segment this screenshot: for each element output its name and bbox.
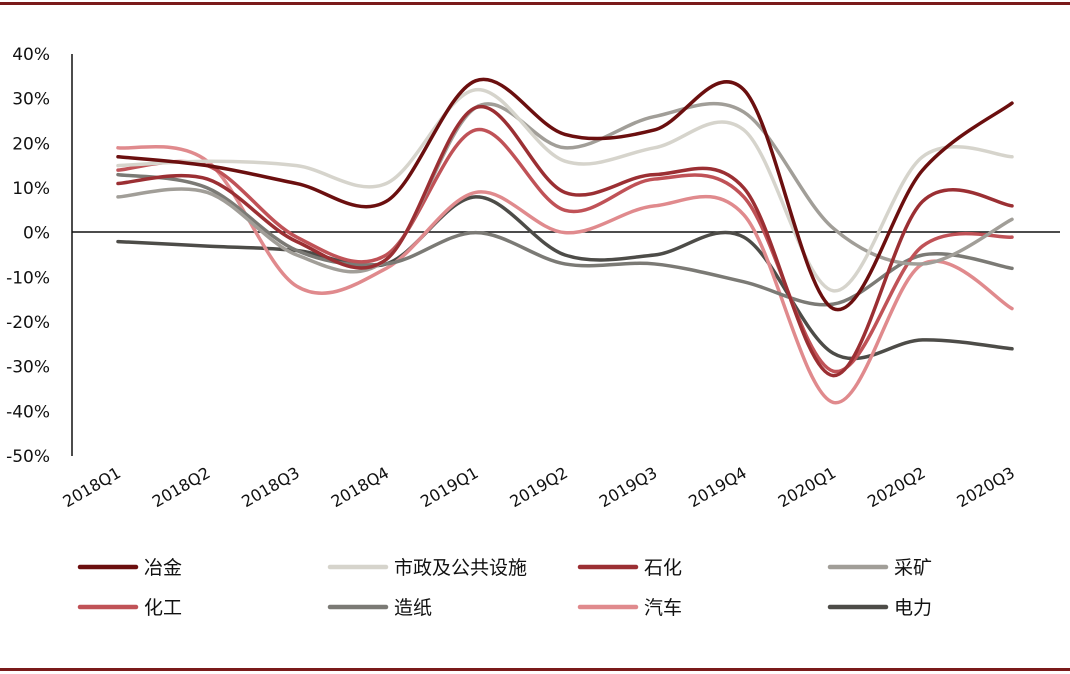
- x-tick-label: 2020Q2: [864, 463, 928, 511]
- x-tick-label: 2019Q3: [596, 463, 660, 511]
- y-tick-label: 0%: [23, 224, 50, 244]
- x-tick-label: 2019Q2: [507, 463, 571, 511]
- legend-label: 电力: [894, 597, 932, 619]
- y-tick-label: -20%: [6, 313, 50, 333]
- bottom-border: [0, 668, 1070, 671]
- legend-label: 化工: [144, 597, 182, 619]
- top-border: [0, 2, 1070, 5]
- legend-label: 汽车: [644, 597, 682, 619]
- y-tick-label: 40%: [12, 45, 50, 65]
- x-tick-label: 2018Q2: [149, 463, 213, 511]
- series-line: [116, 101, 1014, 274]
- y-tick-label: 30%: [12, 90, 50, 110]
- y-tick-label: 10%: [12, 179, 50, 199]
- series-line: [116, 144, 1014, 405]
- x-tick-label: 2020Q3: [954, 463, 1018, 511]
- y-tick-label: -10%: [6, 268, 50, 288]
- legend-label: 冶金: [144, 557, 182, 579]
- x-tick-label: 2019Q4: [685, 463, 749, 511]
- series-line: [116, 87, 1014, 293]
- x-tick-labels: 2018Q1 2018Q2 2018Q3 2018Q4 2019Q1 2019Q2 2019…: [60, 463, 1018, 511]
- x-tick-label: 2019Q1: [417, 463, 481, 511]
- y-tick-label: -30%: [6, 358, 50, 378]
- legend-label: 造纸: [394, 597, 432, 619]
- series-line: [116, 104, 1014, 378]
- legend-label: 石化: [644, 557, 682, 579]
- x-tick-label: 2020Q1: [775, 463, 839, 511]
- series-line: [116, 127, 1014, 373]
- x-tick-label: 2018Q3: [238, 463, 302, 511]
- x-tick-label: 2018Q1: [60, 463, 124, 511]
- y-tick-label: 20%: [12, 134, 50, 154]
- y-tick-label: -50%: [6, 447, 50, 467]
- series-lines: [116, 77, 1014, 405]
- legend-label: 采矿: [894, 557, 932, 579]
- series-line: [116, 77, 1014, 312]
- legend-label: 市政及公共设施: [394, 557, 527, 579]
- x-tick-label: 2018Q4: [328, 463, 392, 511]
- y-tick-labels: -50% -40% -30% -20% -10% 0% 10% 20% 30% 40%: [6, 45, 50, 467]
- y-tick-label: -40%: [6, 402, 50, 422]
